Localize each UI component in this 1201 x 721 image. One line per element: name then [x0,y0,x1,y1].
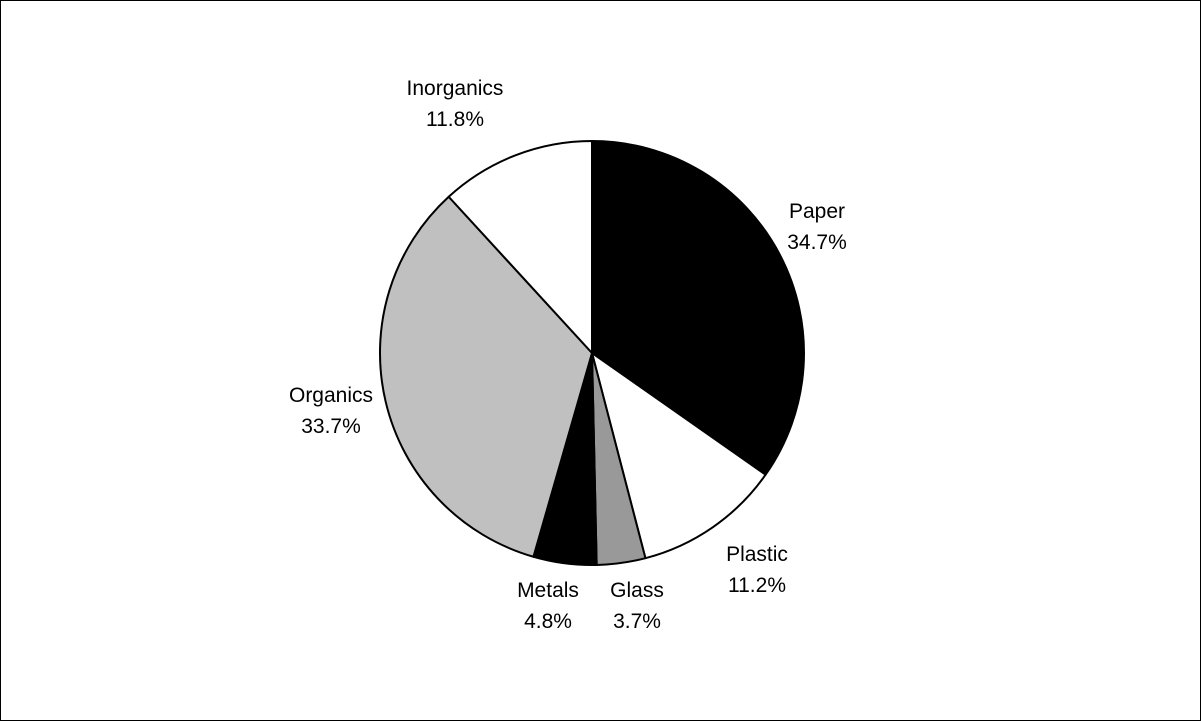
pie-slices [379,140,805,566]
pie-slice-plastic [591,352,767,560]
slice-label-organics: Organics 33.7% [289,384,373,438]
slice-name-paper: Paper [789,200,845,223]
slice-value-organics: 33.7% [301,415,361,438]
slice-label-inorganics: Inorganics 11.8% [407,77,504,131]
pie-slice-organics [379,195,593,558]
slice-label-paper: Paper 34.7% [787,200,847,254]
pie-labels: Paper 34.7% Plastic 11.2% Glass 3.7% Metals 4.8… [289,77,847,633]
slice-label-metals: Metals 4.8% [517,579,579,633]
slice-label-glass: Glass 3.7% [610,579,664,633]
slice-value-paper: 34.7% [787,231,847,254]
slice-value-metals: 4.8% [524,610,572,633]
slice-name-plastic: Plastic [726,543,788,566]
slice-value-plastic: 11.2% [728,574,786,597]
pie-slice-paper [591,140,805,476]
slice-value-glass: 3.7% [613,610,661,633]
slice-value-inorganics: 11.8% [426,108,484,131]
slice-name-organics: Organics [289,384,373,407]
slice-name-glass: Glass [610,579,664,602]
slice-name-inorganics: Inorganics [407,77,504,100]
pie-slice-inorganics [447,140,593,354]
slice-name-metals: Metals [517,579,579,602]
slice-label-plastic: Plastic 11.2% [726,543,788,597]
